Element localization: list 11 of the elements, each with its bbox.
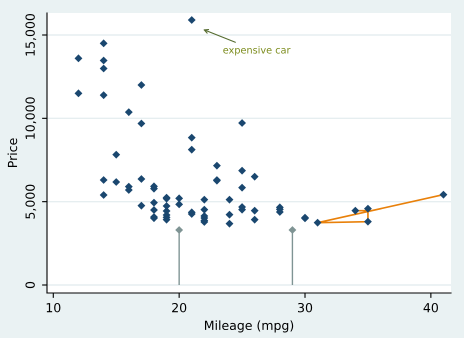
y-tick-label: 0 [25, 282, 35, 288]
y-tick-label: 5,000 [25, 184, 36, 219]
y-tick-label: 15,000 [25, 14, 36, 56]
x-tick-label: 10 [46, 302, 60, 312]
x-tick-label: 20 [172, 302, 186, 312]
x-axis-title: Mileage (mpg) [204, 320, 294, 332]
x-tick-label: 40 [424, 302, 438, 312]
y-tick-label: 10,000 [25, 97, 36, 139]
annotation: expensive car [223, 46, 291, 56]
x-tick-label: 30 [298, 302, 312, 312]
y-axis-title: Price [8, 138, 18, 168]
